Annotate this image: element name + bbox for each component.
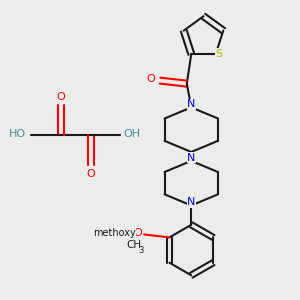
Text: O: O [134,228,142,238]
Text: CH: CH [126,240,141,250]
Text: OH: OH [124,129,141,139]
Text: HO: HO [9,129,26,139]
Text: S: S [215,49,222,59]
Text: O: O [86,169,95,179]
Text: 3: 3 [138,246,143,255]
Text: methoxy: methoxy [93,228,136,238]
Text: N: N [187,99,196,110]
Text: O: O [56,92,65,101]
Text: N: N [187,197,196,208]
Text: O: O [147,74,155,84]
Text: N: N [187,153,196,163]
